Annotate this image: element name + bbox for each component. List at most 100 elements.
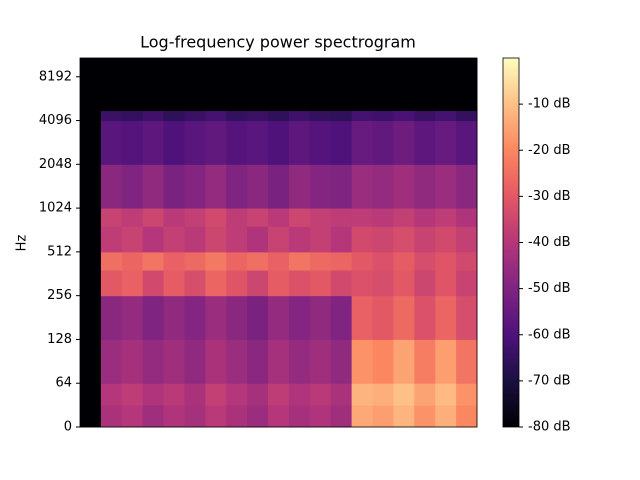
heatmap-cell xyxy=(226,120,248,165)
heatmap-cell xyxy=(184,164,206,209)
chart-title: Log-frequency power spectrogram xyxy=(140,33,416,52)
heatmap-cell xyxy=(142,120,165,165)
heatmap-cell xyxy=(80,383,102,406)
heatmap-cell xyxy=(456,270,478,297)
heatmap-cell xyxy=(435,58,457,112)
heatmap-cell xyxy=(393,295,415,340)
plot-area xyxy=(80,58,478,428)
heatmap-cell xyxy=(247,251,269,271)
heatmap-cell xyxy=(330,110,353,122)
heatmap-cell xyxy=(184,226,206,253)
heatmap-cell xyxy=(80,164,102,209)
y-tick-label: 2048 xyxy=(39,157,72,172)
heatmap-cell xyxy=(393,208,415,227)
heatmap-cell xyxy=(414,208,436,227)
heatmap-cell xyxy=(309,339,332,384)
heatmap-cell xyxy=(351,295,374,340)
heatmap-cell xyxy=(309,226,332,253)
heatmap-cell xyxy=(330,164,353,209)
heatmap-cell xyxy=(456,58,478,112)
axes-frame xyxy=(79,57,478,428)
heatmap-cell xyxy=(247,226,269,253)
heatmap-cell xyxy=(330,120,353,165)
heatmap-cell xyxy=(372,120,394,165)
heatmap-cell xyxy=(184,110,206,122)
heatmap-cell xyxy=(330,339,353,384)
heatmap-cell xyxy=(288,405,311,428)
y-tick-label: 4096 xyxy=(39,113,72,128)
heatmap-cell xyxy=(414,58,436,112)
heatmap-cell xyxy=(268,120,290,165)
heatmap-cell xyxy=(414,339,436,384)
heatmap-cell xyxy=(393,270,415,297)
heatmap-cell xyxy=(100,164,123,209)
heatmap-cell xyxy=(205,251,227,271)
heatmap-cell xyxy=(268,208,290,227)
heatmap-cell xyxy=(268,58,290,112)
colorbar-tick-label: -70 dB xyxy=(528,373,571,388)
heatmap-cell xyxy=(393,383,415,406)
heatmap-cell xyxy=(247,58,269,112)
heatmap-cell xyxy=(80,270,102,297)
heatmap-cell xyxy=(372,295,394,340)
heatmap-cell xyxy=(121,208,144,227)
heatmap-cell xyxy=(414,383,436,406)
heatmap-cell xyxy=(288,270,311,297)
heatmap-cell xyxy=(205,164,227,209)
heatmap-cell xyxy=(456,226,478,253)
heatmap-cell xyxy=(247,295,269,340)
heatmap-cell xyxy=(330,251,353,271)
heatmap-cell xyxy=(330,295,353,340)
heatmap-cell xyxy=(163,383,185,406)
heatmap-cell xyxy=(247,339,269,384)
heatmap-cell xyxy=(456,339,478,384)
heatmap-cell xyxy=(80,58,102,112)
heatmap-cell xyxy=(393,405,415,428)
heatmap-cell xyxy=(121,58,144,112)
heatmap-cell xyxy=(163,164,185,209)
heatmap-cell xyxy=(205,58,227,112)
heatmap-cell xyxy=(309,405,332,428)
heatmap-cell xyxy=(372,405,394,428)
heatmap-cell xyxy=(163,226,185,253)
y-tick-label: 0 xyxy=(64,420,72,435)
colorbar-tick-label: -40 dB xyxy=(528,235,571,250)
heatmap-cell xyxy=(414,295,436,340)
heatmap-cell xyxy=(351,226,374,253)
heatmap-cell xyxy=(163,110,185,122)
heatmap-cell xyxy=(288,58,311,112)
heatmap-cell xyxy=(142,110,165,122)
heatmap-cell xyxy=(142,295,165,340)
heatmap-cell xyxy=(309,164,332,209)
heatmap-cell xyxy=(80,339,102,384)
heatmap-cell xyxy=(268,251,290,271)
heatmap-cell xyxy=(226,58,248,112)
heatmap-cell xyxy=(80,405,102,428)
heatmap-cell xyxy=(100,270,123,297)
heatmap-cell xyxy=(226,251,248,271)
heatmap-cell xyxy=(100,383,123,406)
heatmap-cell xyxy=(163,339,185,384)
heatmap-cell xyxy=(247,270,269,297)
heatmap-cell xyxy=(100,110,123,122)
heatmap-cell xyxy=(184,120,206,165)
heatmap-cell xyxy=(205,339,227,384)
heatmap-cell xyxy=(268,339,290,384)
y-tick-label: 512 xyxy=(47,244,72,259)
heatmap-cell xyxy=(247,110,269,122)
heatmap-cell xyxy=(142,270,165,297)
heatmap-cell xyxy=(393,226,415,253)
heatmap-cell xyxy=(163,270,185,297)
heatmap-cell xyxy=(456,164,478,209)
heatmap-cell xyxy=(288,110,311,122)
heatmap-cell xyxy=(414,110,436,122)
heatmap-cell xyxy=(288,120,311,165)
y-axis-label: Hz xyxy=(15,235,30,252)
heatmap-cell xyxy=(121,120,144,165)
heatmap-cell xyxy=(121,270,144,297)
colorbar-tick-label: -60 dB xyxy=(528,327,571,342)
heatmap-cell xyxy=(268,383,290,406)
heatmap-cell xyxy=(330,58,353,112)
heatmap-cell xyxy=(142,58,165,112)
